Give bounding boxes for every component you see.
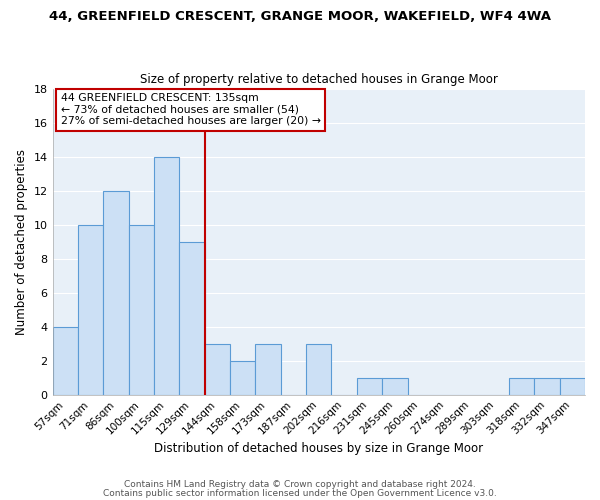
Bar: [256, 344, 281, 394]
Bar: [78, 224, 103, 394]
Text: Contains public sector information licensed under the Open Government Licence v3: Contains public sector information licen…: [103, 490, 497, 498]
Bar: [103, 190, 128, 394]
Bar: [230, 360, 256, 394]
Bar: [179, 242, 205, 394]
Bar: [560, 378, 585, 394]
Text: 44, GREENFIELD CRESCENT, GRANGE MOOR, WAKEFIELD, WF4 4WA: 44, GREENFIELD CRESCENT, GRANGE MOOR, WA…: [49, 10, 551, 23]
Bar: [154, 156, 179, 394]
Text: Contains HM Land Registry data © Crown copyright and database right 2024.: Contains HM Land Registry data © Crown c…: [124, 480, 476, 489]
Bar: [128, 224, 154, 394]
Bar: [509, 378, 534, 394]
Bar: [53, 326, 78, 394]
Bar: [534, 378, 560, 394]
Bar: [357, 378, 382, 394]
Bar: [306, 344, 331, 394]
Text: 44 GREENFIELD CRESCENT: 135sqm
← 73% of detached houses are smaller (54)
27% of : 44 GREENFIELD CRESCENT: 135sqm ← 73% of …: [61, 93, 320, 126]
Title: Size of property relative to detached houses in Grange Moor: Size of property relative to detached ho…: [140, 73, 498, 86]
Y-axis label: Number of detached properties: Number of detached properties: [15, 148, 28, 334]
Bar: [382, 378, 407, 394]
Bar: [205, 344, 230, 394]
X-axis label: Distribution of detached houses by size in Grange Moor: Distribution of detached houses by size …: [154, 442, 484, 455]
